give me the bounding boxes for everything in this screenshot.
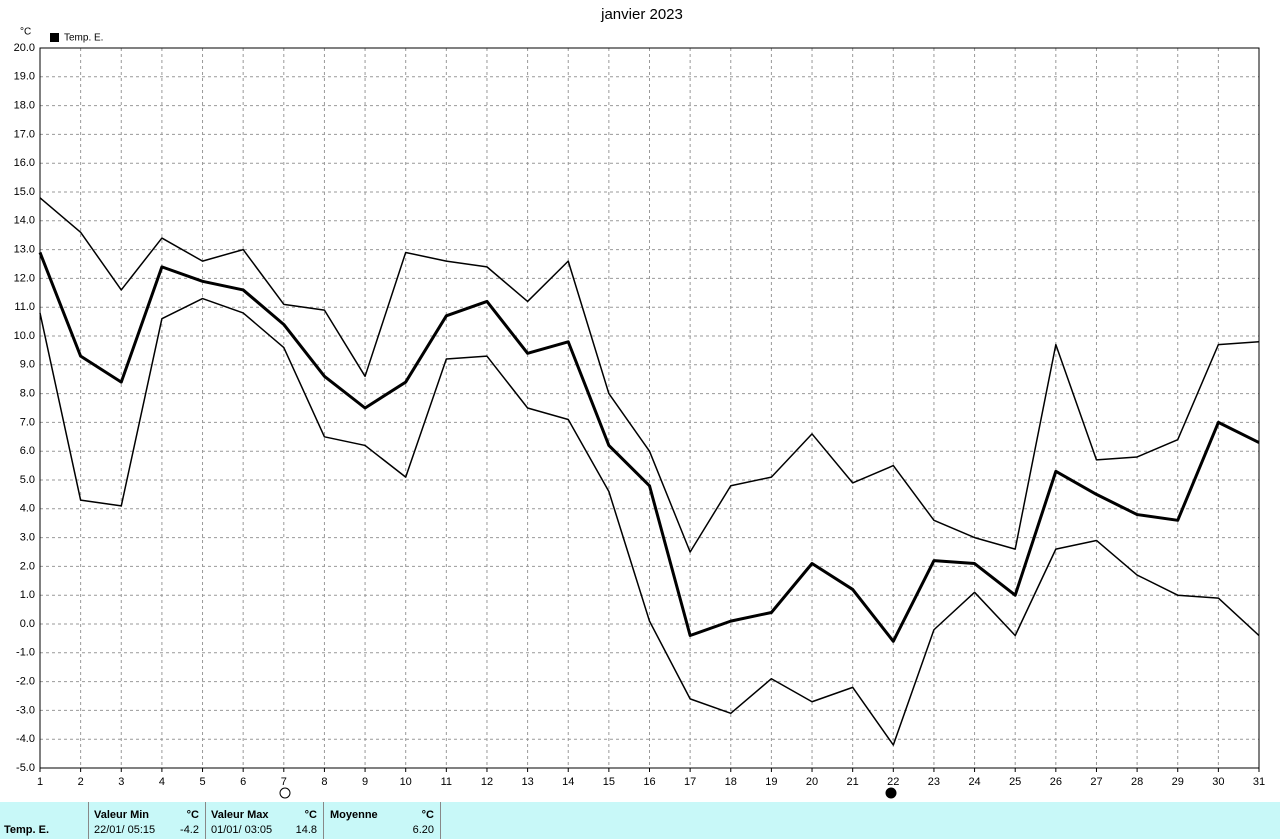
x-tick-label: 16 <box>643 776 655 788</box>
y-tick-label: 10.0 <box>14 330 35 342</box>
x-tick-label: 29 <box>1172 776 1184 788</box>
x-tick-label: 8 <box>321 776 327 788</box>
y-tick-label: 3.0 <box>20 532 35 544</box>
x-tick-label: 25 <box>1009 776 1021 788</box>
series-line <box>39 197 1260 553</box>
header: Moyenne <box>330 809 378 821</box>
cell: Temp. E. <box>0 802 89 839</box>
x-tick-label: 20 <box>806 776 818 788</box>
x-tick-label: 1 <box>37 776 43 788</box>
x-tick-label: 15 <box>603 776 615 788</box>
y-tick-label: 8.0 <box>20 388 35 400</box>
x-tick-label: 19 <box>765 776 777 788</box>
y-tick-label: 14.0 <box>14 215 35 227</box>
x-tick-label: 24 <box>968 776 980 788</box>
unit: °C <box>186 809 199 821</box>
y-tick-label: 11.0 <box>14 301 35 313</box>
y-tick-label: 15.0 <box>14 186 35 198</box>
y-tick-label: 7.0 <box>20 416 35 428</box>
header: Valeur Max <box>211 809 269 821</box>
cell: Moyenne °C 6.20 <box>324 802 441 839</box>
x-tick-label: 5 <box>199 776 205 788</box>
cell: Valeur Min °C 22/01/ 05:15 -4.2 <box>89 802 206 839</box>
y-tick-label: 18.0 <box>14 100 35 112</box>
unit: °C <box>421 809 434 821</box>
summary-table: Temp. E. Valeur Min °C 22/01/ 05:15 -4.2… <box>0 802 1280 839</box>
x-tick-label: 23 <box>928 776 940 788</box>
y-tick-label: 6.0 <box>20 445 35 457</box>
y-tick-label: 20.0 <box>14 42 35 54</box>
value: 14.8 <box>295 824 317 836</box>
x-tick-label: 11 <box>441 776 452 788</box>
y-tick-label: 13.0 <box>14 244 35 256</box>
x-tick-label: 17 <box>684 776 696 788</box>
x-tick-label: 4 <box>159 776 165 788</box>
legend-swatch <box>50 33 59 42</box>
y-tick-label: 2.0 <box>20 560 35 572</box>
x-tick-label: 7 <box>281 776 287 788</box>
x-tick-label: 10 <box>400 776 412 788</box>
row-label: Temp. E. <box>4 824 50 836</box>
phase-icon <box>885 787 897 799</box>
series-line <box>38 251 1260 643</box>
x-tick-label: 22 <box>887 776 899 788</box>
y-tick-label: 4.0 <box>20 503 35 515</box>
header: Valeur Min <box>94 809 150 821</box>
y-tick-label: -1.0 <box>16 647 35 659</box>
x-tick-label: 13 <box>521 776 533 788</box>
y-tick-label: -5.0 <box>16 762 35 774</box>
when: 22/01/ 05:15 <box>94 824 156 836</box>
cell: Valeur Max °C 01/01/ 03:05 14.8 <box>206 802 324 839</box>
y-tick-label: 9.0 <box>20 359 35 371</box>
value: -4.2 <box>180 824 199 836</box>
x-tick-label: 14 <box>562 776 574 788</box>
y-unit: °C <box>20 27 31 38</box>
phase-icon <box>279 787 291 799</box>
x-tick-label: 31 <box>1253 776 1265 788</box>
chart: janvier 2023 °C Temp. E. 20.019.018.017.… <box>14 6 1265 799</box>
x-tick-label: 21 <box>847 776 859 788</box>
y-tick-label: 16.0 <box>14 157 35 169</box>
chart-title: janvier 2023 <box>600 6 683 23</box>
legend-label: Temp. E. <box>64 33 103 44</box>
y-tick-label: 17.0 <box>14 128 35 140</box>
x-tick-label: 9 <box>362 776 368 788</box>
x-tick-label: 12 <box>481 776 493 788</box>
y-tick-label: 5.0 <box>20 474 35 486</box>
y-tick-label: -3.0 <box>16 704 35 716</box>
y-tick-label: 19.0 <box>14 71 35 83</box>
y-tick-label: -2.0 <box>16 676 35 688</box>
y-tick-label: 12.0 <box>14 272 35 284</box>
when: 01/01/ 03:05 <box>211 824 273 836</box>
series-line <box>39 297 1260 746</box>
x-tick-label: 30 <box>1212 776 1224 788</box>
x-tick-label: 3 <box>118 776 124 788</box>
x-tick-label: 2 <box>78 776 84 788</box>
x-tick-label: 26 <box>1050 776 1062 788</box>
x-tick-label: 27 <box>1090 776 1102 788</box>
unit: °C <box>304 809 317 821</box>
y-tick-label: 1.0 <box>20 589 35 601</box>
x-tick-label: 6 <box>240 776 246 788</box>
x-tick-label: 28 <box>1131 776 1143 788</box>
plot-frame <box>39 47 1260 769</box>
value: 6.20 <box>412 824 434 836</box>
x-tick-label: 18 <box>725 776 737 788</box>
y-tick-label: -4.0 <box>16 733 35 745</box>
y-tick-label: 0.0 <box>20 618 35 630</box>
